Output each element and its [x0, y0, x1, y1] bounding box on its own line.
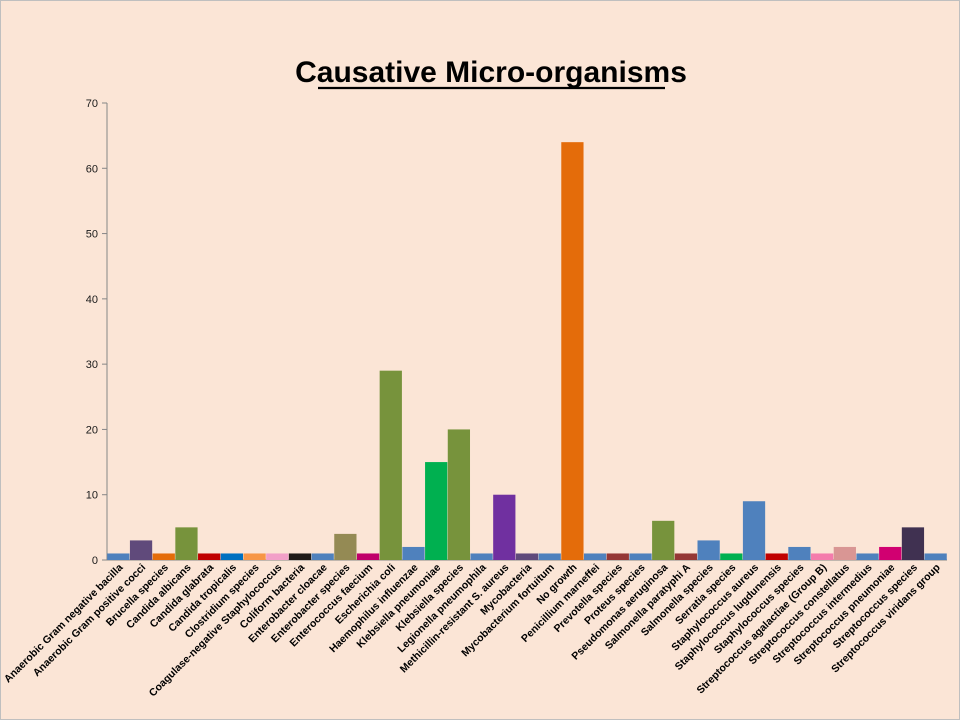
bar [447, 429, 471, 560]
bar [606, 553, 629, 560]
y-tick-label: 60 [86, 163, 98, 175]
y-tick-label: 20 [86, 424, 98, 436]
bar [288, 553, 312, 560]
bar [765, 553, 788, 560]
bars [107, 142, 947, 560]
bar [674, 553, 698, 560]
bar [152, 553, 175, 560]
bar [629, 553, 652, 560]
y-tick-label: 40 [86, 294, 98, 306]
bar [833, 546, 856, 560]
bar [175, 527, 198, 560]
bar [379, 370, 402, 560]
bar [742, 501, 766, 560]
x-labels: Anaerobic Gram negative bacillaAnaerobic… [2, 561, 943, 699]
bar [425, 462, 448, 560]
bar [924, 553, 947, 560]
bar [788, 546, 811, 560]
bar [720, 553, 743, 560]
bar [652, 520, 675, 560]
y-tick-label: 70 [86, 98, 98, 110]
bar [311, 553, 334, 560]
bar [220, 553, 243, 560]
bar [356, 553, 380, 560]
bar [266, 553, 289, 560]
bar [697, 540, 720, 560]
bar [879, 546, 902, 560]
bar [856, 553, 879, 560]
y-tick-label: 30 [86, 359, 98, 371]
bar [107, 553, 130, 560]
bar [561, 142, 584, 560]
bar [515, 553, 539, 560]
y-ticks: 0 10 20 30 40 50 60 70 [86, 98, 107, 567]
bar [334, 533, 357, 560]
bar [493, 494, 516, 560]
bar [198, 553, 221, 560]
bar [129, 540, 153, 560]
y-tick-label: 50 [86, 229, 98, 241]
bar [901, 527, 925, 560]
bar [538, 553, 561, 560]
bar [583, 553, 607, 560]
y-tick-label: 10 [86, 490, 98, 502]
bar [402, 546, 425, 560]
bar [470, 553, 493, 560]
y-tick-label: 0 [92, 555, 98, 567]
bar [243, 553, 266, 560]
bar [811, 553, 834, 560]
chart-title: Causative Micro-organisms [295, 56, 687, 89]
